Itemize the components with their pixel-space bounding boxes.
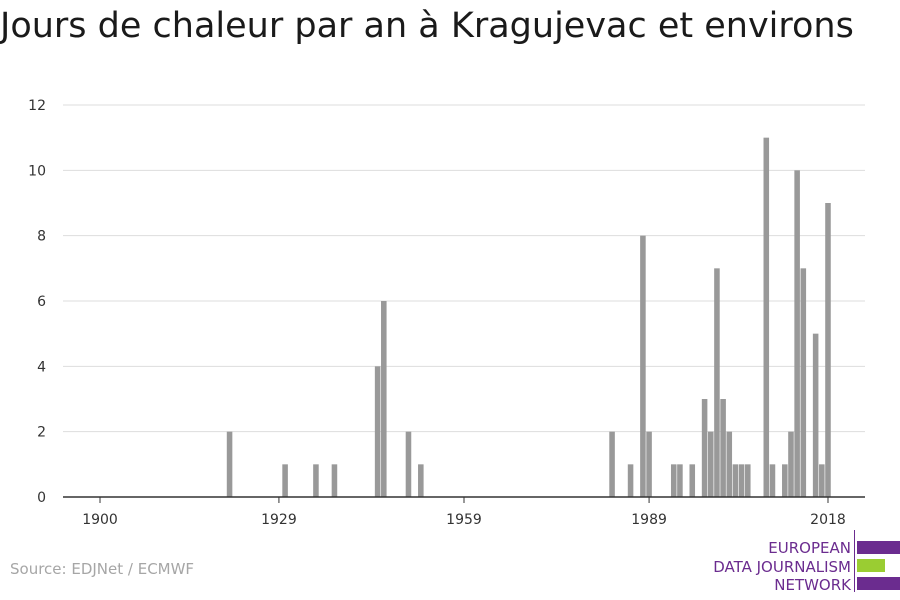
x-tick-label: 1989 xyxy=(631,512,667,528)
bar xyxy=(670,464,677,497)
chart-title: Jours de chaleur par an à Kragujevac et … xyxy=(0,6,854,46)
bar xyxy=(819,464,825,497)
x-tick-label: 1959 xyxy=(446,512,482,528)
x-tick-label: 1900 xyxy=(82,512,118,528)
y-tick-labels: 0 2 4 6 8 10 12 xyxy=(28,98,46,506)
bar xyxy=(226,431,233,497)
source-note: Source: EDJNet / ECMWF xyxy=(10,560,195,578)
logo-line-2: DATA JOURNALISM xyxy=(713,558,851,576)
bar xyxy=(788,431,794,497)
x-tick-label: 1929 xyxy=(261,512,297,528)
bar xyxy=(640,235,646,497)
bar xyxy=(800,268,807,497)
bar xyxy=(745,464,751,497)
bar xyxy=(282,464,288,497)
bar xyxy=(714,268,720,497)
logo-bar-middle xyxy=(857,559,885,572)
bar xyxy=(732,464,739,497)
bar xyxy=(812,333,819,497)
bar xyxy=(418,464,424,497)
edjnet-logo: EUROPEAN DATA JOURNALISM NETWORK xyxy=(700,530,900,596)
bars xyxy=(226,137,831,498)
bar xyxy=(627,464,634,497)
bar xyxy=(646,431,652,497)
bar xyxy=(677,464,683,497)
bar xyxy=(794,170,800,498)
y-tick-label: 2 xyxy=(37,425,46,441)
y-tick-label: 4 xyxy=(37,359,46,375)
bar xyxy=(738,464,745,497)
logo-line-3: NETWORK xyxy=(774,576,851,594)
bar xyxy=(726,431,733,497)
logo-bar-top xyxy=(857,541,900,554)
logo-line-1: EUROPEAN xyxy=(768,539,851,557)
bar xyxy=(374,366,381,497)
y-tick-label: 12 xyxy=(28,98,46,114)
bar xyxy=(405,431,412,497)
bar xyxy=(689,464,696,497)
bar xyxy=(707,431,714,497)
y-tick-label: 0 xyxy=(37,490,46,506)
bar xyxy=(381,301,387,497)
x-axis xyxy=(63,496,865,503)
bar xyxy=(782,464,788,497)
bar xyxy=(701,399,708,497)
bar xyxy=(331,464,338,497)
bar xyxy=(825,203,831,497)
bar xyxy=(609,431,615,497)
logo-bar-bottom xyxy=(857,577,900,590)
y-tick-label: 6 xyxy=(37,294,46,310)
bar xyxy=(769,464,776,497)
x-tick-labels: 1900 1929 1959 1989 2018 xyxy=(82,512,846,528)
x-tick-label: 2018 xyxy=(810,512,846,528)
bar xyxy=(720,399,726,497)
y-tick-label: 10 xyxy=(28,163,46,179)
logo-rule xyxy=(854,530,855,592)
y-tick-label: 8 xyxy=(37,229,46,245)
bar xyxy=(313,464,319,497)
bar xyxy=(763,137,770,497)
gridlines xyxy=(63,104,865,433)
